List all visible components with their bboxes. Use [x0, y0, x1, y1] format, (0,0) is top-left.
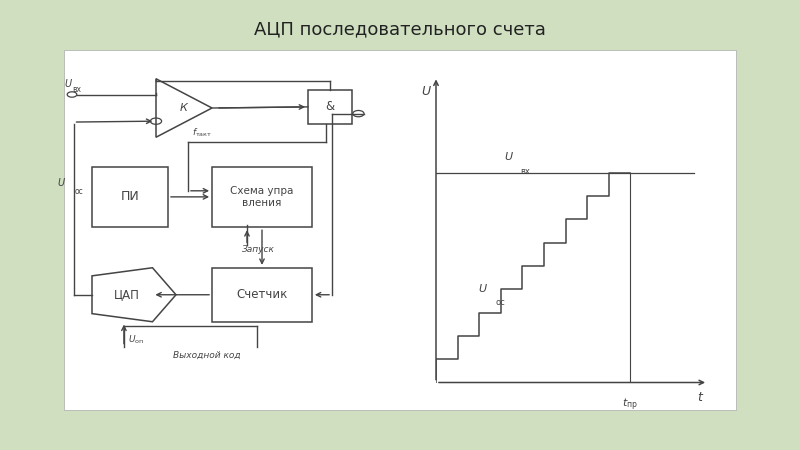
Text: Выходной код: Выходной код: [173, 351, 240, 360]
Polygon shape: [156, 79, 212, 137]
Text: К: К: [180, 103, 188, 113]
Text: t: t: [698, 391, 702, 404]
Text: Счетчик: Счетчик: [236, 288, 288, 301]
Text: ос: ос: [74, 187, 83, 196]
Text: $U_{\rm оп}$: $U_{\rm оп}$: [128, 333, 144, 346]
Text: АЦП последовательного счета: АЦП последовательного счета: [254, 20, 546, 38]
Text: Запуск: Запуск: [242, 245, 275, 254]
Text: ЦАП: ЦАП: [114, 288, 140, 301]
Bar: [212, 268, 312, 322]
Text: вх: вх: [520, 166, 530, 176]
Text: &: &: [326, 100, 334, 113]
Bar: [308, 90, 352, 124]
Text: вх: вх: [72, 86, 81, 94]
Bar: [92, 166, 168, 227]
Polygon shape: [92, 268, 176, 322]
Text: $t_{\rm пр}$: $t_{\rm пр}$: [622, 397, 638, 414]
Text: $U$: $U$: [503, 150, 514, 162]
Text: Схема упра
вления: Схема упра вления: [230, 186, 294, 208]
Text: $U$: $U$: [478, 282, 487, 294]
FancyBboxPatch shape: [64, 50, 736, 410]
Text: ПИ: ПИ: [121, 190, 139, 203]
Bar: [212, 166, 312, 227]
Text: $U$: $U$: [64, 77, 73, 89]
Text: U: U: [421, 86, 430, 98]
Text: $f_{\rm такт}$: $f_{\rm такт}$: [192, 126, 212, 139]
Text: $U$: $U$: [57, 176, 66, 188]
Text: ос: ос: [495, 298, 506, 307]
